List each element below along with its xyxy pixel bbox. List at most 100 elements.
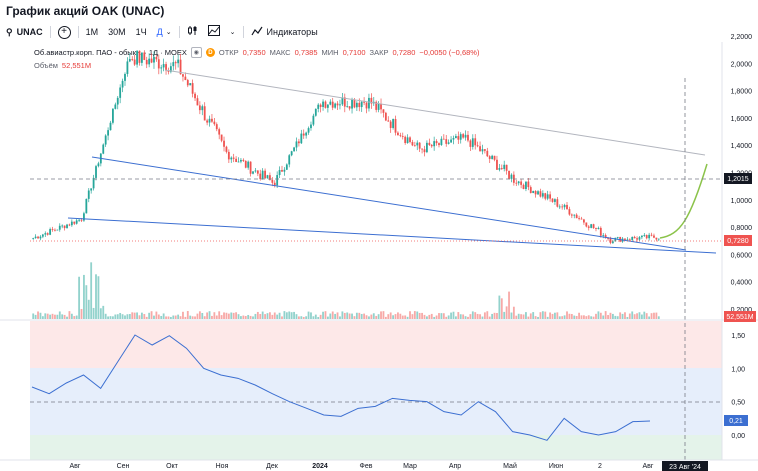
volume-bar xyxy=(232,312,235,319)
bb-tick-label: 0,50 xyxy=(731,400,745,407)
upper-trendline[interactable] xyxy=(164,69,706,156)
volume-bar xyxy=(580,315,583,319)
candle-body xyxy=(508,170,510,179)
volume-bar xyxy=(133,312,136,319)
volume-bar xyxy=(416,311,419,319)
volume-bar xyxy=(628,313,631,319)
volume-bar xyxy=(397,312,399,319)
candle-body xyxy=(568,209,571,215)
volume-bar xyxy=(360,313,363,319)
candle-body xyxy=(409,137,411,143)
volume-bar xyxy=(592,316,595,319)
candle-body xyxy=(578,218,580,219)
interval-1h[interactable]: 1Ч xyxy=(135,27,147,37)
volume-bar xyxy=(534,316,537,319)
price-tick-label: 0,2000 xyxy=(731,307,753,314)
candle-body xyxy=(145,59,148,65)
volume-bar xyxy=(372,313,375,319)
price-tick-label: 1,6000 xyxy=(731,116,753,123)
chart-type-menu[interactable]: ⌄ xyxy=(225,22,241,42)
indicators-button[interactable]: Индикаторы xyxy=(246,22,323,42)
volume-bar xyxy=(575,315,578,319)
volume-bar xyxy=(445,316,448,319)
candle-body xyxy=(399,135,402,137)
area-style-button[interactable] xyxy=(203,22,225,42)
price-tick-label: 1,2000 xyxy=(731,171,753,178)
volume-bar xyxy=(348,313,351,319)
volume-bar xyxy=(295,314,298,319)
close-label: ЗАКР xyxy=(369,48,389,57)
candle-body xyxy=(476,145,479,147)
volume-bar xyxy=(51,313,54,319)
volume-bar xyxy=(97,276,100,319)
volume-bar xyxy=(631,311,634,319)
candle-body xyxy=(218,129,221,135)
candle-body xyxy=(78,219,81,221)
candle-body xyxy=(44,233,47,235)
interval-1m[interactable]: 1М xyxy=(85,27,99,37)
high-label: МАКС xyxy=(269,48,291,57)
volume-bar xyxy=(276,314,279,319)
volume-bar xyxy=(196,313,199,319)
candle-body xyxy=(312,115,315,125)
volume-bar xyxy=(590,316,593,319)
volume-bar xyxy=(621,313,624,319)
volume-bar xyxy=(508,291,510,319)
candle-body xyxy=(404,136,407,144)
candle-body xyxy=(182,74,184,77)
interval-1d[interactable]: Д ⌄ xyxy=(152,22,177,42)
volume-bar xyxy=(479,314,481,319)
candle-body xyxy=(505,164,508,171)
candle-body xyxy=(201,106,204,111)
volume-bar xyxy=(203,316,206,319)
candle-body xyxy=(160,67,163,69)
volume-bar xyxy=(312,316,315,319)
candle-body xyxy=(392,119,395,128)
candle-body xyxy=(102,144,105,154)
candle-body xyxy=(467,134,469,141)
volume-bar xyxy=(394,314,397,319)
middle-trendline[interactable] xyxy=(91,156,687,251)
search-icon: ⚲ xyxy=(6,26,13,37)
candle-body xyxy=(585,222,588,227)
volume-bar xyxy=(37,311,39,319)
projection-curve[interactable] xyxy=(659,163,708,239)
bb-axis[interactable]: 1,50 1,00 0,50 0,00 xyxy=(731,333,745,440)
candle-body xyxy=(254,170,257,172)
volume-bar xyxy=(515,315,518,319)
compare-button[interactable]: + xyxy=(53,22,76,42)
candle-body xyxy=(276,175,279,186)
interval-30m[interactable]: 30М xyxy=(108,27,126,37)
candle-body xyxy=(433,141,436,147)
volume-bar xyxy=(409,311,411,319)
candle-body xyxy=(75,220,78,224)
volume-bar xyxy=(310,312,312,319)
volume-bar xyxy=(143,314,146,319)
candle-body xyxy=(525,181,527,189)
volume-bar xyxy=(283,311,286,319)
volume-bar xyxy=(191,316,194,319)
chevron-down-icon: ⌄ xyxy=(229,29,236,36)
volume-bar xyxy=(418,312,421,319)
candle-body xyxy=(590,224,593,228)
volume-bar xyxy=(336,312,339,319)
volume-bar xyxy=(215,315,218,319)
candle-body xyxy=(39,236,42,239)
bar-style-button[interactable] xyxy=(182,22,203,42)
candle-body xyxy=(49,229,52,235)
candle-body xyxy=(223,140,225,147)
plus-circle-icon: + xyxy=(57,25,71,39)
candle-body xyxy=(486,150,489,157)
volume-bar xyxy=(619,312,622,319)
last-price-tag xyxy=(724,235,752,246)
volume-bar xyxy=(450,312,452,319)
eye-icon[interactable]: ◉ xyxy=(190,47,202,58)
lower-trendline[interactable] xyxy=(67,217,717,254)
volume-bar xyxy=(213,312,216,319)
time-axis[interactable]: Авг Сен Окт Ноя Дек 2024 Фев Мар Апр Май Июн 2 Авг xyxy=(70,462,654,470)
symbol-search[interactable]: ⚲ UNAC xyxy=(0,22,48,42)
candle-body xyxy=(203,106,206,121)
price-axis[interactable]: 2,20002,00001,80001,60001,40001,20001,00… xyxy=(731,34,753,314)
volume-bar xyxy=(457,312,460,319)
